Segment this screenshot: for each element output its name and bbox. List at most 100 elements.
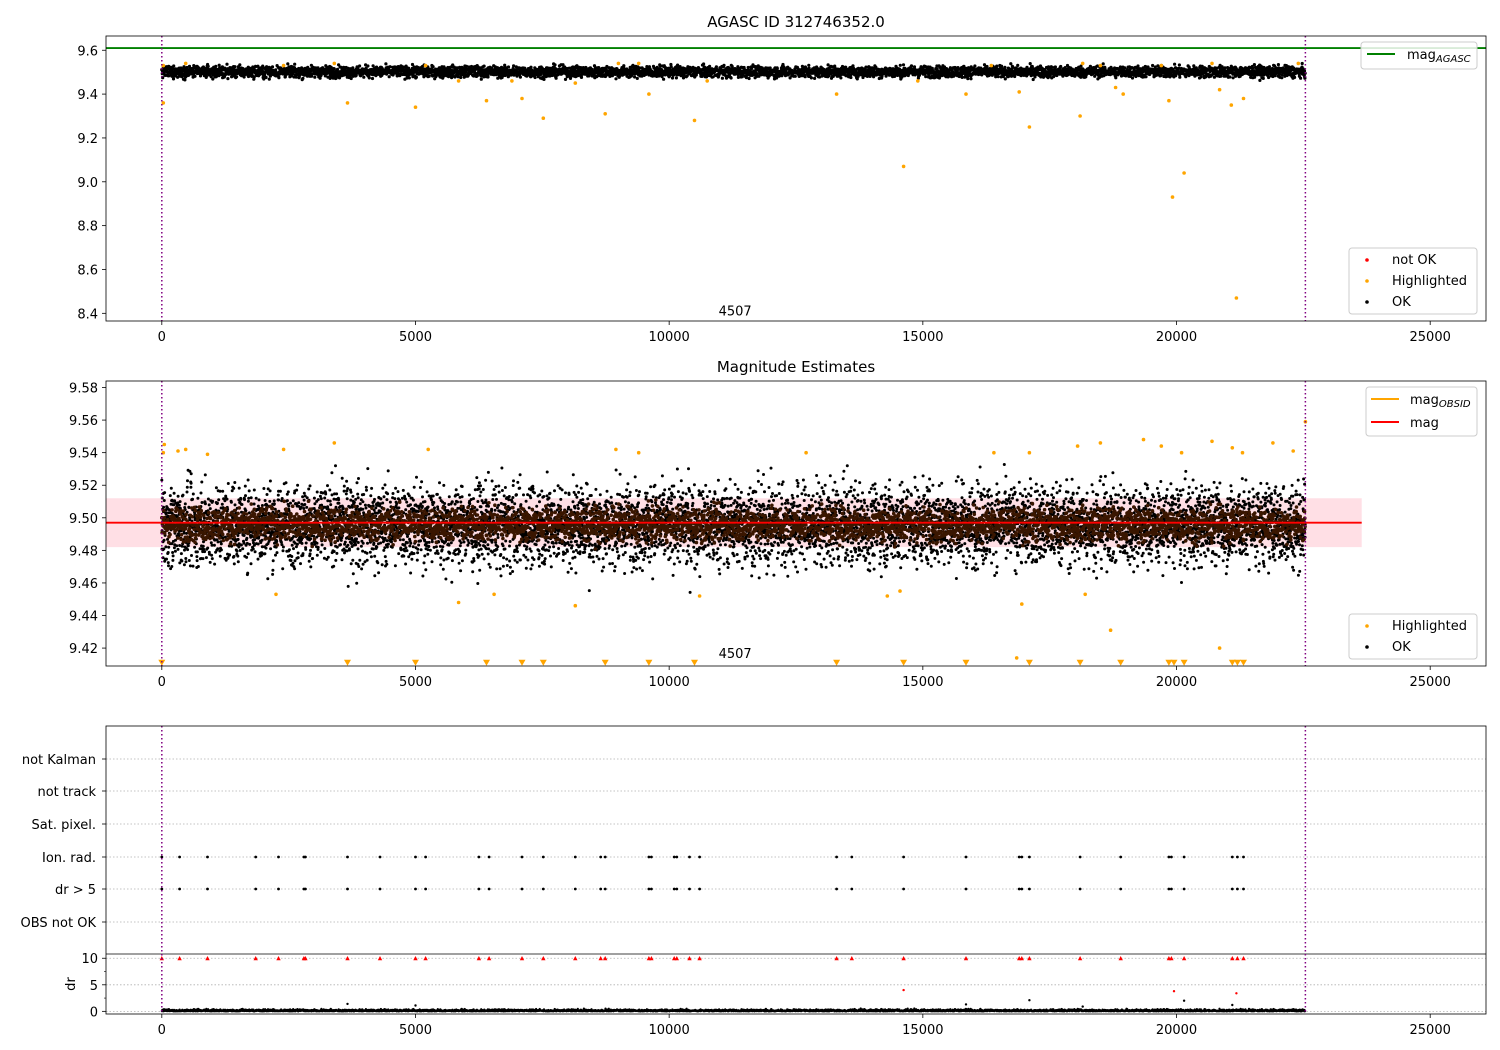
ok-point xyxy=(366,64,370,68)
ok-point xyxy=(193,74,197,78)
ok-point xyxy=(1250,66,1255,70)
ok-point xyxy=(486,75,490,79)
ok-point xyxy=(293,62,297,66)
ok-point xyxy=(960,75,964,79)
ok-point xyxy=(849,75,853,80)
figure-content: AGASC ID 312746352.00 5000 10000 15000 20000… xyxy=(21,13,1487,1038)
ok-point xyxy=(708,64,712,68)
panel-agasc: AGASC ID 312746352.00 5000 10000 15000 20000… xyxy=(77,13,1487,345)
ok-point xyxy=(563,77,568,81)
ok-point xyxy=(533,75,537,80)
ok-point xyxy=(217,63,221,67)
ok-point xyxy=(729,76,733,80)
ok-point xyxy=(1300,61,1304,66)
ok-point xyxy=(172,64,176,68)
ok-point xyxy=(1173,62,1177,66)
ok-point xyxy=(614,77,618,81)
ok-point xyxy=(1177,63,1181,67)
ok-point xyxy=(371,64,375,68)
ok-point xyxy=(736,75,741,79)
ok-point xyxy=(214,64,218,68)
ok-point xyxy=(674,76,679,80)
ok-point xyxy=(1059,64,1063,69)
ok-point xyxy=(670,76,675,80)
ok-point xyxy=(662,77,666,81)
ok-point xyxy=(909,64,914,68)
ok-point xyxy=(1114,76,1118,80)
ok-point xyxy=(286,62,290,66)
ok-point xyxy=(313,75,317,79)
ok-point xyxy=(1003,77,1007,81)
ok-point xyxy=(635,76,639,80)
ok-point xyxy=(185,65,189,70)
ok-point xyxy=(274,68,278,72)
ok-point xyxy=(1261,76,1265,80)
ok-point xyxy=(1136,64,1140,68)
ok-point xyxy=(807,63,811,67)
ok-point xyxy=(722,63,726,67)
ok-point xyxy=(809,76,814,80)
ok-point xyxy=(367,76,371,80)
ok-point xyxy=(898,63,902,67)
ok-point xyxy=(1178,75,1182,79)
ok-point xyxy=(387,75,391,79)
ok-point xyxy=(171,67,175,71)
ok-point xyxy=(1031,77,1035,82)
ok-point xyxy=(1130,76,1135,80)
ok-point xyxy=(1028,62,1032,66)
ok-point xyxy=(225,62,229,66)
ok-point xyxy=(1293,75,1297,79)
ok-point xyxy=(233,65,237,69)
ok-point xyxy=(431,65,435,69)
ok-point xyxy=(407,76,411,80)
chart-title: AGASC ID 312746352.0 xyxy=(707,13,885,31)
ok-point xyxy=(720,76,725,80)
ok-point xyxy=(579,75,584,79)
ok-point xyxy=(235,75,239,79)
ok-point xyxy=(183,78,187,82)
ok-point xyxy=(1276,63,1280,67)
ok-point xyxy=(633,75,637,79)
ok-point xyxy=(277,76,281,80)
ok-point xyxy=(267,77,271,81)
ok-point xyxy=(1009,62,1013,66)
ok-point xyxy=(529,65,533,69)
ok-point xyxy=(1151,63,1155,68)
ok-point xyxy=(427,74,431,78)
ok-point xyxy=(973,64,977,68)
ok-point xyxy=(1049,65,1054,69)
ok-point xyxy=(362,75,366,79)
ok-point xyxy=(206,64,210,68)
ok-point xyxy=(996,75,1000,79)
ok-point xyxy=(204,74,208,78)
ok-point xyxy=(542,77,546,81)
ok-point xyxy=(1258,78,1262,82)
ok-point xyxy=(1003,65,1007,69)
ok-point xyxy=(995,64,999,68)
ok-point xyxy=(171,77,176,81)
ok-point xyxy=(518,75,523,79)
ok-point xyxy=(803,75,807,79)
ok-point xyxy=(839,76,843,80)
ok-point xyxy=(482,64,486,68)
ok-point xyxy=(479,77,483,81)
ok-point xyxy=(553,63,557,67)
ok-point xyxy=(211,77,215,81)
ok-point xyxy=(182,65,186,69)
ok-point xyxy=(209,75,213,79)
ok-point xyxy=(1280,76,1284,80)
ok-point xyxy=(506,65,511,69)
ok-point xyxy=(1228,75,1232,79)
ok-point xyxy=(924,75,928,79)
ok-point xyxy=(1144,75,1148,79)
ok-point xyxy=(226,77,230,81)
ok-point xyxy=(793,74,797,78)
ok-point xyxy=(966,77,970,81)
ok-point xyxy=(238,63,242,67)
ok-point xyxy=(622,64,626,68)
ok-point xyxy=(813,76,817,80)
ok-point xyxy=(969,77,973,81)
ok-point xyxy=(358,64,362,68)
ok-point xyxy=(1199,75,1203,79)
